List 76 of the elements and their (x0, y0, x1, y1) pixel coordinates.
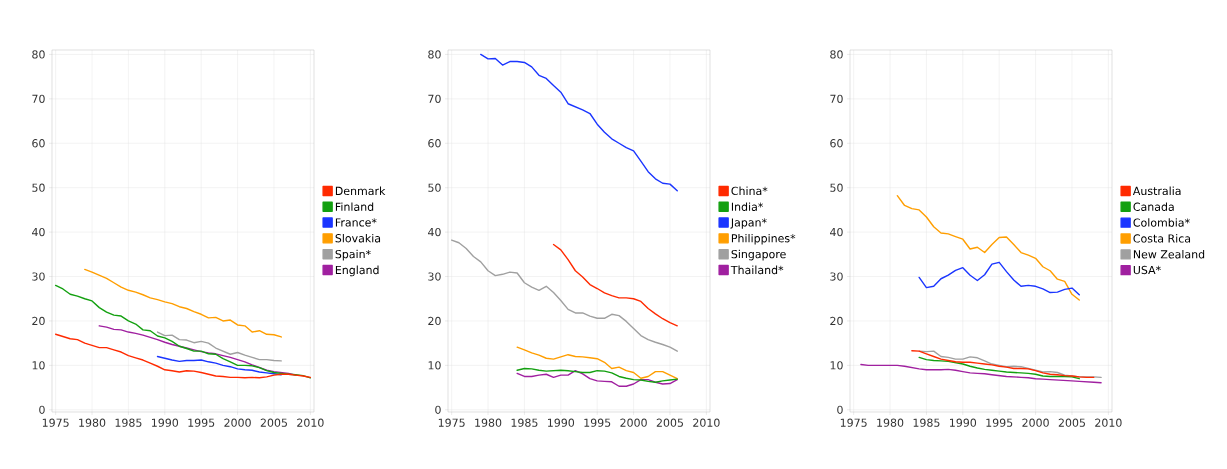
x-tick-label: 2010 (1095, 418, 1122, 427)
line-series (918, 261, 1080, 296)
y-tick-label: 60 (428, 139, 441, 148)
line-series (552, 243, 678, 327)
x-tick-label: 1980 (79, 418, 106, 427)
y-tick-label: 30 (428, 272, 441, 281)
y-tick-label: 10 (428, 361, 441, 370)
legend-label: Slovakia (335, 233, 381, 243)
legend-label: England (335, 265, 379, 277)
y-tick-label: 70 (32, 94, 45, 104)
legend-label: Finland (335, 202, 374, 211)
x-tick-label: 2000 (224, 418, 251, 427)
x-tick-label: 1975 (42, 418, 69, 427)
y-tick-label: 0 (435, 405, 441, 414)
y-tick-label: 30 (32, 272, 45, 281)
legend-label: Philippines* (731, 233, 796, 245)
legend-label: Singapore (731, 249, 786, 261)
legend-label: Canada (1133, 202, 1174, 211)
y-tick-label: 50 (830, 183, 843, 192)
line-series (516, 369, 678, 387)
x-tick-label: 1985 (511, 418, 538, 427)
x-tick-label: 2005 (656, 418, 683, 427)
y-tick-label: 80 (830, 50, 843, 59)
legend-label: Spain* (335, 249, 371, 261)
y-tick-label: 60 (32, 139, 45, 148)
y-tick-label: 40 (32, 227, 45, 237)
y-tick-label: 0 (39, 405, 45, 414)
legend-label: Australia (1132, 186, 1181, 196)
x-tick-label: 1995 (584, 418, 611, 427)
y-tick-label: 20 (830, 316, 843, 326)
x-tick-label: 1985 (115, 418, 142, 427)
legend-label: India* (731, 202, 764, 211)
y-tick-label: 70 (428, 94, 441, 104)
line-series (450, 239, 678, 352)
y-tick-label: 60 (830, 139, 843, 148)
legend-label: Denmark (335, 186, 386, 196)
legend-label: China* (731, 186, 768, 196)
x-tick-label: 2000 (620, 418, 647, 427)
legend-label: Thailand* (730, 265, 784, 275)
x-tick-label: 1980 (877, 418, 904, 427)
y-tick-label: 30 (830, 272, 843, 281)
legend-label: Japan* (730, 218, 767, 229)
y-tick-label: 80 (428, 50, 441, 59)
legend-label: Colombia* (1133, 218, 1190, 227)
y-tick-label: 0 (837, 405, 843, 414)
x-tick-label: 1980 (475, 418, 502, 427)
x-tick-label: 2005 (1058, 418, 1086, 427)
x-tick-label: 1985 (913, 418, 940, 427)
y-tick-label: 50 (32, 183, 45, 192)
x-tick-label: 1975 (438, 418, 465, 427)
y-tick-label: 40 (428, 227, 441, 237)
y-tick-label: 10 (32, 361, 45, 370)
y-tick-label: 50 (428, 183, 441, 192)
line-series (896, 194, 1080, 301)
y-tick-label: 80 (32, 50, 45, 59)
line-series (516, 346, 678, 380)
legend-label: Costa Rica (1133, 234, 1191, 243)
x-tick-label: 1990 (950, 418, 977, 427)
legend-label: New Zealand (1133, 249, 1205, 259)
x-tick-label: 1995 (188, 418, 215, 427)
x-tick-label: 2010 (297, 418, 324, 427)
x-tick-label: 2005 (260, 418, 287, 427)
x-tick-label: 1990 (548, 418, 575, 427)
legend-label: USA* (1133, 265, 1161, 275)
x-tick-label: 1995 (986, 418, 1013, 427)
legend-label: France* (335, 218, 377, 227)
y-tick-label: 20 (32, 316, 45, 326)
line-series (54, 333, 312, 379)
x-tick-label: 2010 (693, 418, 720, 427)
y-tick-label: 70 (830, 94, 843, 104)
x-tick-label: 1990 (152, 418, 179, 427)
y-tick-label: 20 (428, 316, 441, 326)
y-tick-label: 40 (830, 227, 843, 237)
x-tick-label: 1975 (840, 418, 867, 427)
y-tick-label: 10 (830, 361, 843, 370)
x-tick-label: 2000 (1022, 418, 1049, 427)
